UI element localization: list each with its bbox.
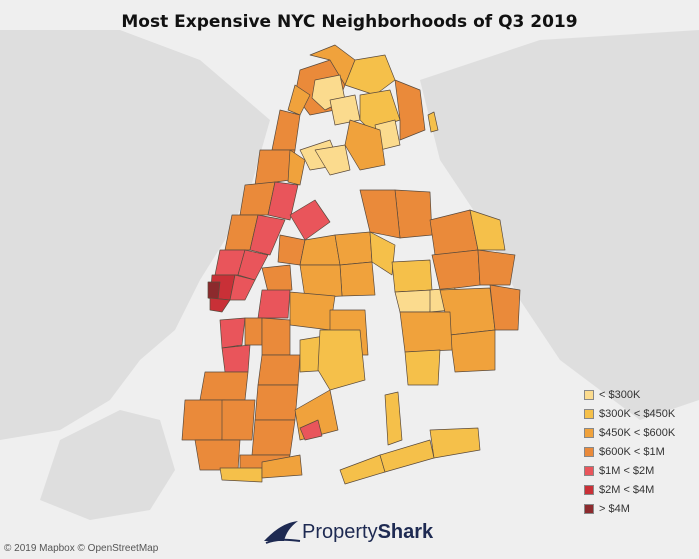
legend-label: $300K < $450K xyxy=(599,407,676,420)
region-rockaway-east[interactable] xyxy=(429,427,481,459)
region-bronx-hunts-point[interactable] xyxy=(344,119,386,171)
region-queens-flushing[interactable] xyxy=(394,189,433,239)
region-manhattan-tribeca[interactable] xyxy=(207,281,221,301)
region-queens-corona[interactable] xyxy=(369,231,396,276)
region-brooklyn-bay-ridge[interactable] xyxy=(181,399,226,441)
brand-text: PropertyShark xyxy=(302,521,433,544)
region-brooklyn-coney-island[interactable] xyxy=(219,467,263,483)
legend-swatch xyxy=(584,389,594,400)
region-queens-whitestone[interactable] xyxy=(359,189,401,239)
legend-item: > $4M xyxy=(584,499,675,518)
region-brooklyn-sunset-park[interactable] xyxy=(199,371,249,401)
long-island-land xyxy=(420,30,699,420)
legend-label: $600K < $1M xyxy=(599,445,665,458)
legend-label: $450K < $600K xyxy=(599,426,676,439)
region-queens-rego-park[interactable] xyxy=(391,259,433,293)
region-brooklyn-bensonhurst[interactable] xyxy=(194,439,241,471)
region-brooklyn-brooklyn-heights[interactable] xyxy=(219,317,246,349)
region-queens-rockaway[interactable] xyxy=(384,391,403,446)
legend-item: < $300K xyxy=(584,385,675,404)
region-queens-sunnyside[interactable] xyxy=(299,234,341,266)
region-brooklyn-sheepshead[interactable] xyxy=(299,419,323,441)
region-queens-ozone-park[interactable] xyxy=(399,311,453,353)
region-queens-queens-village[interactable] xyxy=(489,284,521,331)
region-bronx-throgs-neck[interactable] xyxy=(394,79,426,141)
region-queens-springfield[interactable] xyxy=(449,329,496,373)
legend-item: $300K < $450K xyxy=(584,404,675,423)
region-city-island[interactable] xyxy=(427,111,439,133)
region-manhattan-east-harlem[interactable] xyxy=(287,149,306,186)
legend-swatch xyxy=(584,446,594,457)
region-bronx-tremont[interactable] xyxy=(329,94,361,126)
region-brooklyn-crown-heights[interactable] xyxy=(257,354,301,386)
region-queens-maspeth[interactable] xyxy=(299,264,343,299)
region-queens-jackson-heights[interactable] xyxy=(334,231,373,266)
region-brooklyn-brighton[interactable] xyxy=(261,454,303,479)
staten-island-land xyxy=(40,410,175,520)
region-bronx-mott-haven[interactable] xyxy=(314,144,351,176)
brand-name-bold: Shark xyxy=(377,520,434,543)
region-brooklyn-park-slope[interactable] xyxy=(221,344,251,373)
region-brooklyn-williamsburg[interactable] xyxy=(257,289,291,319)
region-brooklyn-fort-greene[interactable] xyxy=(244,317,263,346)
legend-label: $1M < $2M xyxy=(599,464,655,477)
region-brooklyn-borough-park[interactable] xyxy=(251,419,296,456)
legend-item: $2M < $4M xyxy=(584,480,675,499)
legend-swatch xyxy=(584,503,594,514)
map-title: Most Expensive NYC Neighborhoods of Q3 2… xyxy=(121,12,578,32)
region-queens-fresh-meadows[interactable] xyxy=(431,249,481,291)
legend-label: $2M < $4M xyxy=(599,483,655,496)
legend: < $300K $300K < $450K $450K < $600K $600… xyxy=(584,385,675,518)
region-manhattan-upper-east[interactable] xyxy=(267,181,299,221)
legend-item: $450K < $600K xyxy=(584,423,675,442)
region-queens-howard-beach[interactable] xyxy=(404,349,441,386)
new-jersey-land xyxy=(0,30,270,440)
legend-swatch xyxy=(584,427,594,438)
region-brooklyn-bushwick[interactable] xyxy=(289,291,336,331)
region-brooklyn-greenpoint[interactable] xyxy=(261,264,293,293)
region-brooklyn-flatbush[interactable] xyxy=(254,384,299,421)
propertyshark-logo: PropertyShark xyxy=(262,519,433,545)
region-brooklyn-dyker-heights[interactable] xyxy=(221,399,256,441)
region-manhattan-midtown-east[interactable] xyxy=(249,214,286,256)
legend-swatch xyxy=(584,465,594,476)
legend-swatch xyxy=(584,408,594,419)
region-queens-ridgewood[interactable] xyxy=(339,261,376,297)
legend-item: $600K < $1M xyxy=(584,442,675,461)
region-brooklyn-canarsie[interactable] xyxy=(317,329,366,391)
region-manhattan-financial[interactable] xyxy=(209,297,231,313)
legend-item: $1M < $2M xyxy=(584,461,675,480)
region-bronx-north[interactable] xyxy=(344,54,396,96)
shark-fin-icon xyxy=(264,521,301,544)
region-queens-astoria[interactable] xyxy=(289,199,331,241)
legend-label: < $300K xyxy=(599,388,641,401)
legend-label: > $4M xyxy=(599,502,630,515)
brand-name-light: Property xyxy=(302,520,378,543)
region-brooklyn-bed-stuy[interactable] xyxy=(261,317,291,356)
region-queens-forest-hills[interactable] xyxy=(394,289,433,313)
legend-swatch xyxy=(584,484,594,495)
region-manhattan-lower-east[interactable] xyxy=(229,274,256,301)
region-queens-little-neck[interactable] xyxy=(477,249,516,286)
region-queens-douglaston[interactable] xyxy=(469,209,506,251)
map-attribution[interactable]: © 2019 Mapbox © OpenStreetMap xyxy=(4,543,159,554)
